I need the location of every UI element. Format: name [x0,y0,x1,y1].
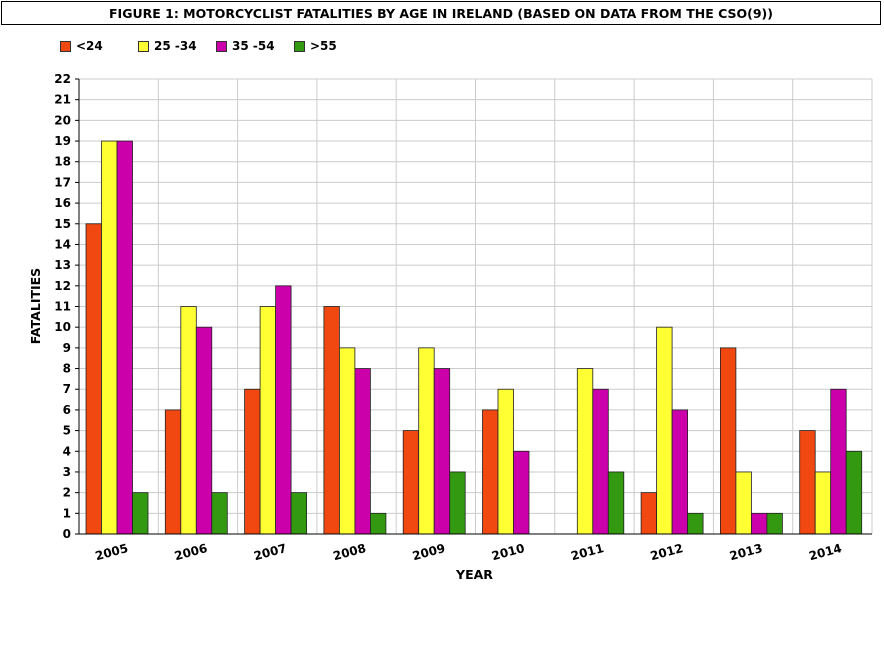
bar-2013-series-2 [751,512,768,535]
legend-label-35-54: 35 -54 [232,39,275,53]
bar-2012-series-2 [671,409,688,535]
legend-swatch-under-24 [60,40,71,52]
y-tick-label: 1 [63,506,71,520]
x-tick-label: 2013 [728,541,764,563]
bar-2013-series-3 [766,512,783,535]
bar-2005-series-1 [101,140,118,535]
bar-2014-series-3 [845,450,863,535]
y-tick-label: 15 [54,217,71,231]
bar-2014-series-2 [830,388,847,535]
bar-2009-series-0 [402,430,420,535]
y-tick-label: 7 [63,382,71,396]
bar-2009-series-2 [433,368,451,535]
y-tick-label: 8 [63,362,71,376]
y-tick-label: 16 [54,196,71,210]
bar-2009-series-1 [418,347,435,535]
bar-2008-series-0 [323,306,340,535]
y-tick-label: 0 [63,527,71,541]
y-tick-label: 18 [54,155,71,169]
x-tick-label: 2005 [94,541,130,563]
bar-2014-series-1 [814,471,832,535]
bar-2011-series-1 [576,368,594,535]
bar-2012-series-3 [687,512,704,535]
x-tick-label: 2014 [807,541,843,563]
bar-2012-series-1 [656,326,673,535]
legend-item-under-24: <24 [60,39,138,53]
bar-2006-series-0 [164,409,182,535]
bar-2006-series-2 [195,326,213,535]
y-tick-label: 21 [54,93,71,107]
bar-2005-series-2 [116,140,133,535]
x-tick-label: 2012 [649,541,685,563]
legend-item-over-55: >55 [294,39,372,53]
bars [85,140,863,535]
y-tick-label: 6 [63,403,71,417]
bar-2007-series-1 [259,306,277,535]
bar-2010-series-2 [513,450,530,535]
y-tick-label: 19 [54,134,71,148]
bar-2010-series-1 [497,388,514,535]
chart-title: FIGURE 1: MOTORCYCLIST FATALITIES BY AGE… [109,5,773,21]
legend-item-35-54: 35 -54 [216,39,294,53]
x-tick-label: 2010 [490,541,526,563]
axes [75,78,872,535]
bar-2006-series-1 [180,306,197,535]
legend: <24 25 -34 35 -54 >55 [60,39,372,53]
y-tick-label: 10 [54,320,71,334]
legend-swatch-25-34 [138,40,149,52]
bar-2011-series-3 [607,471,625,535]
y-tick-label: 4 [63,444,71,458]
y-tick-label: 20 [54,113,71,127]
x-axis-title: YEAR [455,567,493,582]
y-tick-label: 9 [63,341,71,355]
y-axis-title: FATALITIES [28,268,43,344]
y-tick-label: 22 [54,72,71,86]
bar-2005-series-0 [85,223,102,535]
y-tick-label: 17 [54,175,71,189]
y-tick-label: 14 [54,237,71,251]
bar-2012-series-0 [640,492,657,535]
bar-2007-series-2 [275,285,292,535]
legend-label-over-55: >55 [310,39,337,53]
y-tick-label: 2 [63,486,71,500]
legend-swatch-35-54 [216,40,227,52]
y-tick-label: 3 [63,465,71,479]
x-tick-label: 2007 [252,541,288,563]
bar-2005-series-3 [132,492,149,535]
x-tick-label: 2008 [332,541,368,563]
y-tick-label: 5 [63,424,71,438]
bar-2013-series-1 [735,471,752,535]
bar-2011-series-2 [592,388,609,535]
legend-swatch-over-55 [294,40,305,52]
legend-label-under-24: <24 [76,39,103,53]
bar-2008-series-2 [354,368,371,535]
legend-label-25-34: 25 -34 [154,39,197,53]
bar-2007-series-0 [244,388,261,535]
x-tick-label: 2009 [411,541,447,563]
bar-2013-series-0 [720,347,737,535]
x-tick-label: 2011 [569,541,605,563]
bar-2009-series-3 [449,471,466,535]
y-tick-label: 12 [54,279,71,293]
bar-2010-series-0 [482,409,499,535]
legend-item-25-34: 25 -34 [138,39,216,53]
bar-2008-series-3 [369,512,387,535]
bar-2014-series-0 [799,430,816,535]
bar-2006-series-3 [211,492,228,535]
x-tick-label: 2006 [173,541,209,563]
bar-2007-series-3 [290,492,308,535]
chart-title-box: FIGURE 1: MOTORCYCLIST FATALITIES BY AGE… [1,1,881,25]
y-tick-label: 11 [54,300,71,314]
y-tick-label: 13 [54,258,71,272]
bar-2008-series-1 [338,347,356,535]
